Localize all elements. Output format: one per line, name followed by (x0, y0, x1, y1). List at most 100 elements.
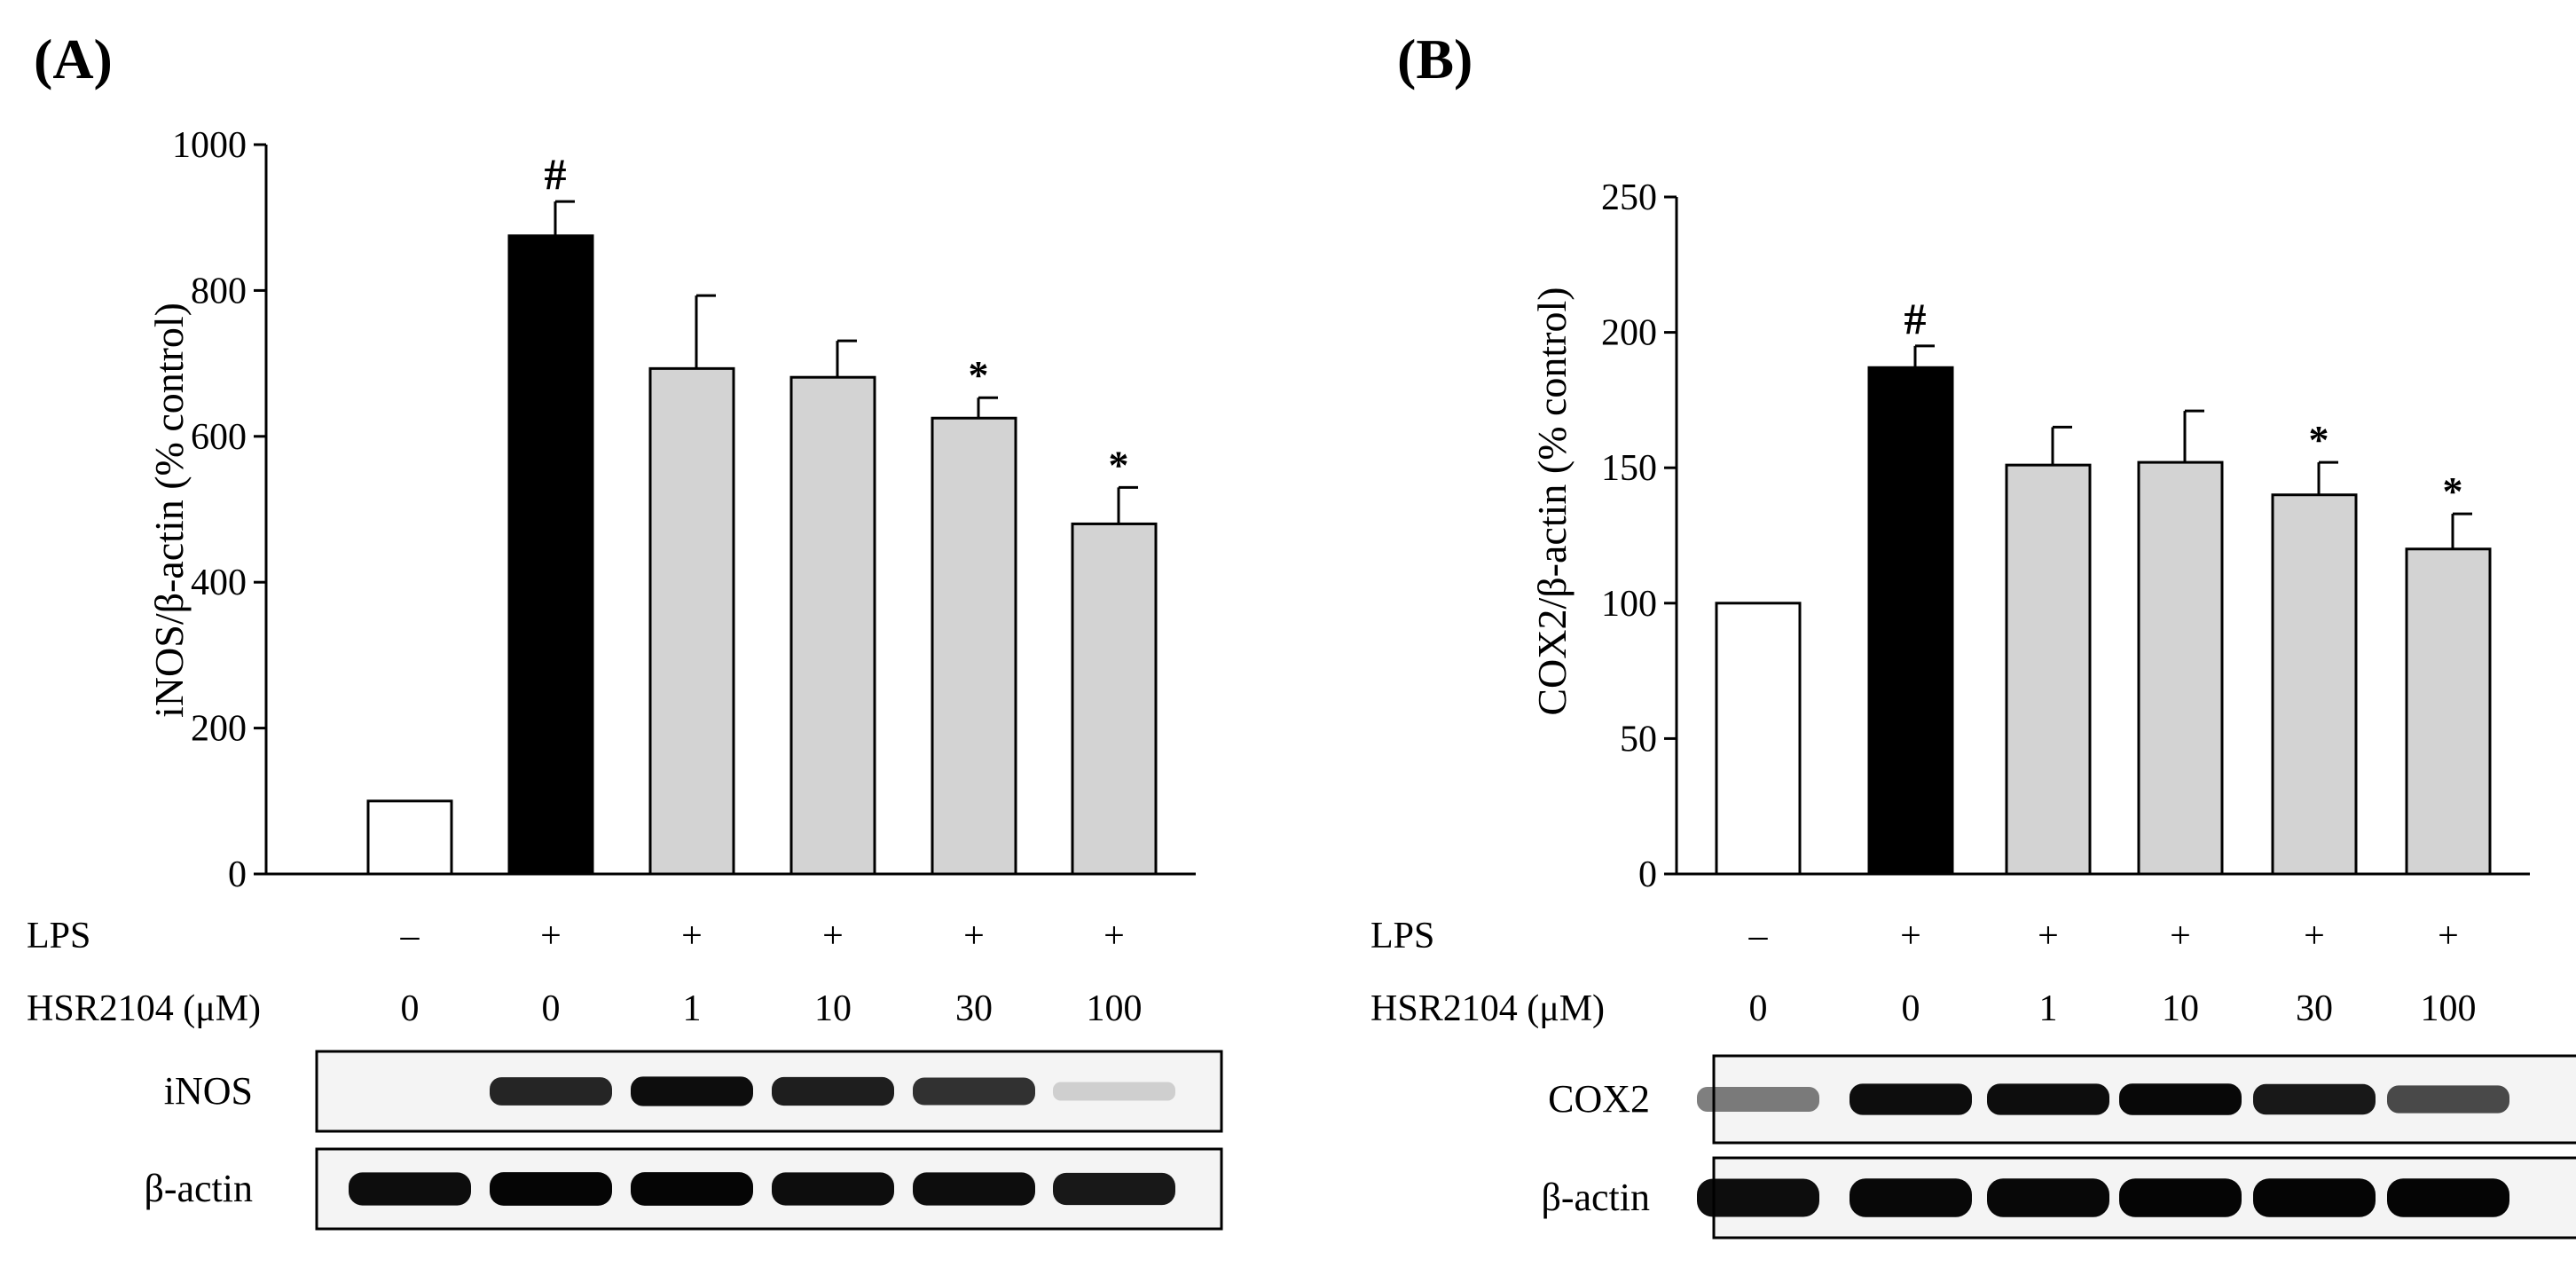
condition-labels: – + + + + +0 0 1 10 30 100 (400, 916, 1143, 1029)
blot-band (1850, 1178, 1972, 1217)
y-axis-label: COX2/β-actin (% control) (1529, 287, 1575, 715)
significance-marker: * (2443, 468, 2463, 514)
panel-label: (B) (1397, 28, 1473, 91)
blot-band (1697, 1178, 1819, 1217)
blot-label: β-actin (1541, 1176, 1650, 1219)
lps-sign: + (540, 916, 562, 956)
panel-label: (A) (34, 28, 113, 91)
blot-band (631, 1076, 753, 1106)
y-tick-label: 250 (1601, 177, 1657, 218)
dose-value: 1 (2039, 988, 2058, 1029)
blot-label: β-actin (144, 1167, 253, 1210)
dose-value: 1 (683, 988, 702, 1029)
bar (366, 799, 453, 876)
y-tick-label: 800 (191, 271, 247, 311)
y-tick-label: 400 (191, 563, 247, 603)
blot-band (913, 1172, 1035, 1206)
bar (1715, 602, 1802, 876)
blot-band (2387, 1178, 2509, 1217)
blot-band (1987, 1083, 2109, 1115)
hash-marker: # (545, 149, 567, 199)
bar (789, 375, 876, 876)
lps-sign: + (963, 916, 985, 956)
dose-value: 10 (814, 988, 852, 1029)
bar (2137, 460, 2224, 876)
condition-labels: – + + + + +0 0 1 10 30 100 (1748, 916, 2477, 1029)
blot-frame (315, 1050, 1223, 1133)
y-axis-label: iNOS/β-actin (% control) (146, 303, 192, 718)
lps-sign: – (1748, 916, 1769, 956)
lps-sign: + (822, 916, 844, 956)
blot-band (1053, 1082, 1175, 1101)
dose-label: HSR2104 (μM) (27, 988, 261, 1029)
blot-band (490, 1077, 612, 1106)
dose-label: HSR2104 (μM) (1370, 988, 1605, 1029)
bar (507, 234, 594, 876)
lps-label: LPS (1370, 916, 1434, 956)
y-tick-label: 200 (191, 709, 247, 750)
y-tick-label: 1000 (172, 125, 247, 166)
y-axis: 0 50 100 150 200 250 (1601, 177, 2530, 895)
dose-value: 10 (2162, 988, 2199, 1029)
lps-sign: + (1103, 916, 1125, 956)
dose-value: 30 (955, 988, 993, 1029)
blot-band (2119, 1178, 2242, 1217)
bar (2271, 493, 2358, 876)
dose-value: 100 (2421, 988, 2477, 1029)
bars: # * * (1715, 294, 2492, 876)
lps-sign: + (2038, 916, 2059, 956)
bar (2005, 463, 2092, 876)
dose-value: 0 (401, 988, 420, 1029)
dose-value: 30 (2296, 988, 2333, 1029)
blot-band (1053, 1172, 1175, 1206)
lps-label: LPS (27, 916, 90, 956)
blot-band (2253, 1083, 2376, 1115)
blot-band (1697, 1087, 1819, 1112)
blot-band (772, 1076, 894, 1106)
y-tick-label: 50 (1620, 719, 1657, 759)
lps-sign: + (1900, 916, 1921, 956)
western-blots: iNOS β-actin (144, 1050, 1223, 1231)
bars: # * * (366, 149, 1158, 876)
blot-band (631, 1172, 753, 1206)
significance-marker: * (969, 352, 989, 397)
dose-value: 100 (1087, 988, 1143, 1029)
blot-band (2387, 1085, 2509, 1114)
bar (648, 366, 735, 876)
blot-label: iNOS (164, 1069, 253, 1113)
lps-sign: + (2438, 916, 2459, 956)
y-tick-label: 200 (1601, 313, 1657, 354)
blot-band (772, 1172, 894, 1206)
y-tick-label: 150 (1601, 448, 1657, 489)
lps-sign: + (681, 916, 703, 956)
significance-marker: * (1109, 442, 1129, 487)
dose-value: 0 (1902, 988, 1920, 1029)
dose-value: 0 (542, 988, 561, 1029)
lps-sign: + (2304, 916, 2325, 956)
bar (1867, 366, 1954, 876)
bar (2405, 547, 2492, 876)
blot-band (490, 1172, 612, 1206)
panel-a: (A) iNOS/β-actin (% control) 0 200 400 600 8… (27, 28, 1223, 1231)
lps-sign: + (2170, 916, 2191, 956)
blot-band (913, 1077, 1035, 1106)
lps-sign: – (400, 916, 420, 956)
blot-band (2253, 1178, 2376, 1217)
panel-b: (B) COX2/β-actin (% control) 05010015020… (1370, 28, 2576, 1240)
blot-band (349, 1172, 471, 1206)
bar (1071, 522, 1158, 876)
significance-marker: * (2309, 417, 2329, 462)
y-tick-label: 0 (228, 854, 247, 895)
blot-band (1850, 1083, 1972, 1115)
hash-marker: # (1905, 294, 1927, 343)
blot-label: COX2 (1548, 1077, 1650, 1121)
dose-value: 0 (1749, 988, 1768, 1029)
y-tick-label: 0 (1638, 854, 1657, 895)
blot-band (1987, 1178, 2109, 1217)
blot-band (2119, 1083, 2242, 1115)
y-tick-label: 100 (1601, 584, 1657, 625)
y-tick-label: 600 (191, 417, 247, 458)
bar (931, 416, 1017, 876)
western-blots: COX2 β-actin (1541, 1054, 2576, 1240)
